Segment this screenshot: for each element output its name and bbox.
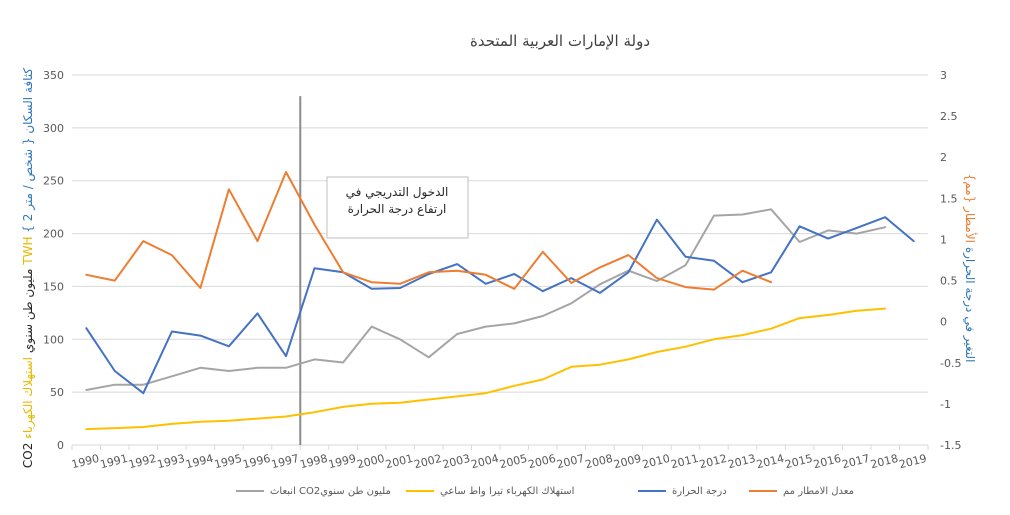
x-tick-label: 2001 [384, 452, 414, 471]
annotation-text: ارتفاع درجة الحرارة [348, 202, 447, 217]
left-axis-ticks: 0 50 100 150 200 250 300 350 [43, 69, 64, 452]
right-tick-label: -1 [940, 398, 951, 411]
legend: انبعاث CO2مليون طن سنوي استهلاك الكهرباء … [236, 486, 854, 497]
x-tick-label: 2005 [498, 452, 528, 471]
legend-label: استهلاك الكهرباء تيرا واط ساعي [440, 486, 574, 497]
axis-title-part: كثافة السكان { شخص / متر 2 } [21, 68, 36, 237]
right-tick-label: 0 [940, 316, 947, 329]
left-tick-label: 50 [50, 386, 64, 399]
legend-label: انبعاث CO2مليون طن سنوي [270, 486, 391, 497]
series-line-3 [85, 216, 915, 395]
x-tick-label: 2017 [841, 452, 871, 471]
x-axis-ticks: 1990199119921993199419951996199719981999… [70, 452, 928, 471]
right-tick-label: 0.5 [940, 275, 958, 288]
x-tick-label: 1995 [213, 452, 243, 471]
x-tick-label: 1990 [70, 452, 100, 471]
left-tick-label: 0 [57, 439, 64, 452]
series-line-1 [85, 208, 887, 391]
left-tick-label: 150 [43, 280, 64, 293]
axis-title-part: التغير في درجة الحرارة [962, 247, 977, 363]
left-tick-label: 300 [43, 122, 64, 135]
x-tick-label: 2003 [441, 452, 471, 471]
right-axis-ticks: -1.5 -1 -0.5 0 0.5 1 1.5 2 2.5 3 [940, 69, 961, 452]
annotation-box [326, 176, 469, 239]
x-tick-label: 1991 [99, 452, 129, 471]
x-tick-label: 2008 [584, 452, 614, 471]
chart-title: دولة الإمارات العربية المتحدة [470, 32, 650, 50]
x-tick-label: 2004 [470, 452, 500, 471]
x-tick-label: 2006 [527, 452, 557, 471]
x-tick-label: 2019 [898, 452, 928, 471]
series-lines [85, 171, 915, 431]
left-tick-label: 350 [43, 69, 64, 82]
x-tick-label: 2007 [555, 452, 585, 471]
right-tick-label: 1.5 [940, 192, 958, 205]
left-axis-title: CO2 مليون طن سنوي استهلاك الكهرباء TWH ك… [21, 68, 36, 468]
left-tick-label: 200 [43, 228, 64, 241]
x-tick-label: 1994 [184, 452, 214, 471]
right-tick-label: 2 [940, 151, 947, 164]
series-line-4 [85, 171, 773, 291]
right-axis-title: التغير في درجة الحرارة الأمطار {مم} [962, 174, 978, 363]
x-tick-label: 2011 [669, 452, 699, 471]
x-tick-label: 2000 [356, 452, 386, 471]
x-tick-label: 1999 [327, 452, 357, 471]
right-tick-label: 1 [940, 233, 947, 246]
x-tick-label: 1993 [156, 452, 186, 471]
x-tick-label: 2013 [727, 452, 757, 471]
x-tick-label: 2015 [784, 452, 814, 471]
grid [71, 74, 929, 450]
left-tick-label: 250 [43, 175, 64, 188]
x-tick-label: 2002 [413, 452, 443, 471]
right-tick-label: -0.5 [940, 357, 961, 370]
legend-label: درجة الحرارة [672, 486, 727, 497]
right-tick-label: 3 [940, 69, 947, 82]
x-tick-label: 2016 [812, 452, 842, 471]
x-tick-label: 2009 [612, 452, 642, 471]
x-tick-label: 1998 [299, 452, 329, 471]
right-tick-label: -1.5 [940, 439, 961, 452]
x-tick-label: 2010 [641, 452, 671, 471]
x-tick-label: 2014 [755, 452, 785, 471]
axis-title-part: الأمطار {مم} [962, 174, 978, 247]
x-tick-label: 2018 [869, 452, 899, 471]
x-tick-label: 1996 [241, 452, 271, 471]
x-tick-label: 1997 [270, 452, 300, 471]
annotation: الدخول التدريجي في ارتفاع درجة الحرارة [299, 96, 469, 445]
left-tick-label: 100 [43, 333, 64, 346]
series-line-2 [85, 307, 887, 431]
x-tick-label: 1992 [127, 452, 157, 471]
annotation-text: الدخول التدريجي في [346, 185, 449, 200]
right-tick-label: 2.5 [940, 110, 958, 123]
legend-label: معدل الامطار مم [783, 486, 854, 497]
x-tick-label: 2012 [698, 452, 728, 471]
